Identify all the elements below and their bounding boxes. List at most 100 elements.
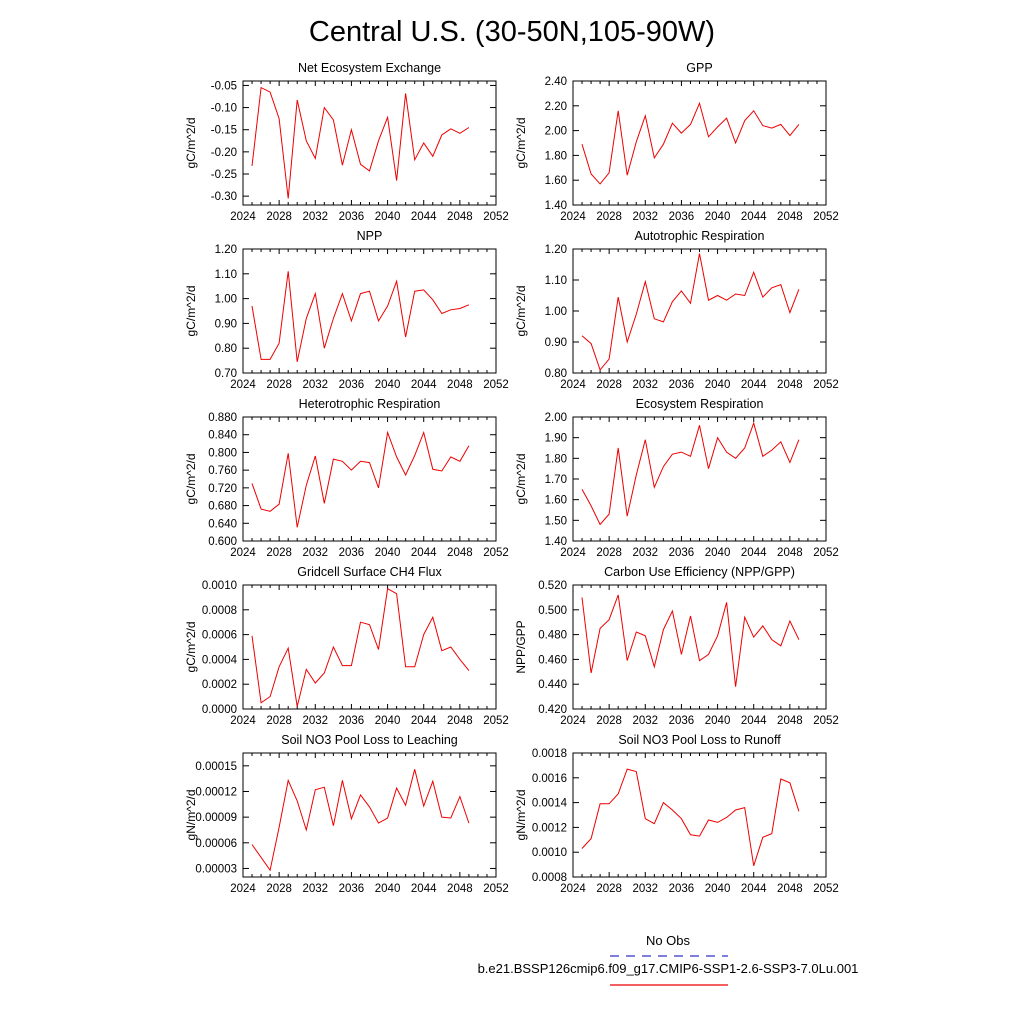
x-tick-label: 2036 [339, 883, 365, 895]
panel-title: Soil NO3 Pool Loss to Leaching [281, 733, 458, 747]
x-tick-label: 2024 [560, 547, 586, 559]
x-tick-label: 2040 [375, 547, 401, 559]
chart-panel: Autotrophic Respiration gC/m^2/d 2024 2028 2… [514, 229, 839, 391]
x-tick-label: 2028 [266, 883, 292, 895]
x-tick-label: 2028 [596, 547, 622, 559]
y-tick-label: 1.50 [545, 515, 567, 527]
y-axis-label: gC/m^2/d [184, 118, 198, 169]
x-tick-label: 2024 [560, 211, 586, 223]
chart-panel: Carbon Use Efficiency (NPP/GPP) NPP/GPP 20… [514, 565, 839, 727]
y-tick-label: -0.25 [211, 169, 237, 181]
x-tick-label: 2052 [813, 715, 839, 727]
y-tick-label: -0.15 [211, 125, 237, 137]
y-axis-label: gN/m^2/d [514, 790, 528, 841]
legend: No Obs b.e21.BSSP126cmip6.f09_g17.CMIP6-… [478, 933, 858, 986]
y-tick-label: 0.800 [208, 447, 237, 459]
y-tick-label: 1.60 [545, 495, 567, 507]
x-tick-label: 2036 [669, 379, 695, 391]
series-line [251, 430, 470, 528]
x-tick-label: 2032 [302, 211, 328, 223]
x-tick-label: 2024 [230, 379, 256, 391]
y-tick-label: 0.90 [545, 337, 567, 349]
x-tick-label: 2040 [705, 715, 731, 727]
y-tick-label: 0.00012 [195, 786, 237, 798]
x-tick-label: 2044 [411, 547, 437, 559]
y-tick-label: 0.70 [215, 368, 237, 380]
x-tick-label: 2048 [777, 547, 803, 559]
series-line [581, 253, 800, 371]
y-tick-label: 1.40 [545, 536, 567, 548]
x-tick-label: 2028 [596, 883, 622, 895]
x-tick-label: 2044 [411, 211, 437, 223]
y-tick-label: 0.0010 [532, 847, 567, 859]
x-tick-label: 2032 [632, 883, 658, 895]
x-tick-label: 2040 [705, 883, 731, 895]
chart-panels: Net Ecosystem Exchange gC/m^2/d 2024 2028 20… [184, 61, 839, 895]
x-tick-label: 2052 [483, 883, 509, 895]
x-tick-label: 2028 [596, 379, 622, 391]
panel-title: Carbon Use Efficiency (NPP/GPP) [604, 565, 795, 579]
y-tick-label: 0.0000 [202, 704, 237, 716]
series-line [251, 587, 470, 707]
chart-panel: NPP gC/m^2/d 2024 2028 2032 2036 2040 2044 2048 2… [184, 229, 509, 391]
x-tick-label: 2044 [741, 211, 767, 223]
y-tick-label: -0.30 [211, 191, 237, 203]
x-tick-label: 2052 [483, 211, 509, 223]
y-tick-label: 1.90 [545, 433, 567, 445]
y-tick-label: 0.460 [538, 654, 567, 666]
y-tick-label: 0.0008 [202, 605, 237, 617]
chart-panel: Heterotrophic Respiration gC/m^2/d 2024 202… [184, 397, 509, 559]
y-tick-label: 0.600 [208, 536, 237, 548]
x-tick-label: 2032 [632, 211, 658, 223]
figure-title: Central U.S. (30-50N,105-90W) [309, 16, 715, 48]
y-tick-label: 2.20 [545, 101, 567, 113]
y-tick-label: 2.00 [545, 126, 567, 138]
y-tick-label: 1.00 [215, 294, 237, 306]
x-tick-label: 2048 [447, 547, 473, 559]
y-tick-label: 0.440 [538, 679, 567, 691]
x-tick-label: 2032 [302, 547, 328, 559]
x-tick-label: 2024 [560, 715, 586, 727]
y-axis-label: gC/m^2/d [514, 286, 528, 337]
x-tick-label: 2036 [669, 715, 695, 727]
y-tick-label: 0.640 [208, 518, 237, 530]
y-tick-label: 0.0014 [532, 798, 568, 810]
x-tick-label: 2052 [483, 379, 509, 391]
panel-title: Net Ecosystem Exchange [298, 61, 441, 75]
x-tick-label: 2032 [632, 379, 658, 391]
x-tick-label: 2024 [230, 715, 256, 727]
y-axis-label: gC/m^2/d [184, 622, 198, 673]
x-tick-label: 2044 [741, 883, 767, 895]
x-tick-label: 2032 [632, 547, 658, 559]
x-tick-label: 2028 [266, 715, 292, 727]
x-tick-label: 2024 [560, 379, 586, 391]
x-tick-label: 2052 [813, 883, 839, 895]
x-tick-label: 2052 [483, 547, 509, 559]
x-tick-label: 2048 [447, 715, 473, 727]
x-tick-label: 2040 [705, 547, 731, 559]
x-tick-label: 2040 [375, 883, 401, 895]
y-tick-label: 0.0002 [202, 679, 237, 691]
panel-title: Ecosystem Respiration [636, 397, 764, 411]
panel-title: GPP [686, 61, 712, 75]
x-tick-label: 2040 [375, 379, 401, 391]
y-tick-label: 0.420 [538, 704, 567, 716]
x-tick-label: 2036 [669, 547, 695, 559]
y-axis-label: gN/m^2/d [184, 790, 198, 841]
chart-panel: Gridcell Surface CH4 Flux gC/m^2/d 2024 202… [184, 565, 509, 727]
chart-panel: GPP gC/m^2/d 2024 2028 2032 2036 2040 2044 2048 2… [514, 61, 839, 223]
y-tick-label: -0.05 [211, 80, 237, 92]
x-tick-label: 2036 [669, 883, 695, 895]
x-tick-label: 2036 [339, 715, 365, 727]
series-line [581, 101, 800, 185]
y-tick-label: 1.10 [215, 269, 237, 281]
panel-title: Heterotrophic Respiration [299, 397, 441, 411]
y-tick-label: 0.80 [545, 368, 567, 380]
x-tick-label: 2040 [375, 211, 401, 223]
y-tick-label: 0.500 [538, 605, 567, 617]
x-tick-label: 2028 [596, 211, 622, 223]
y-tick-label: 2.00 [545, 412, 567, 424]
x-tick-label: 2052 [813, 379, 839, 391]
